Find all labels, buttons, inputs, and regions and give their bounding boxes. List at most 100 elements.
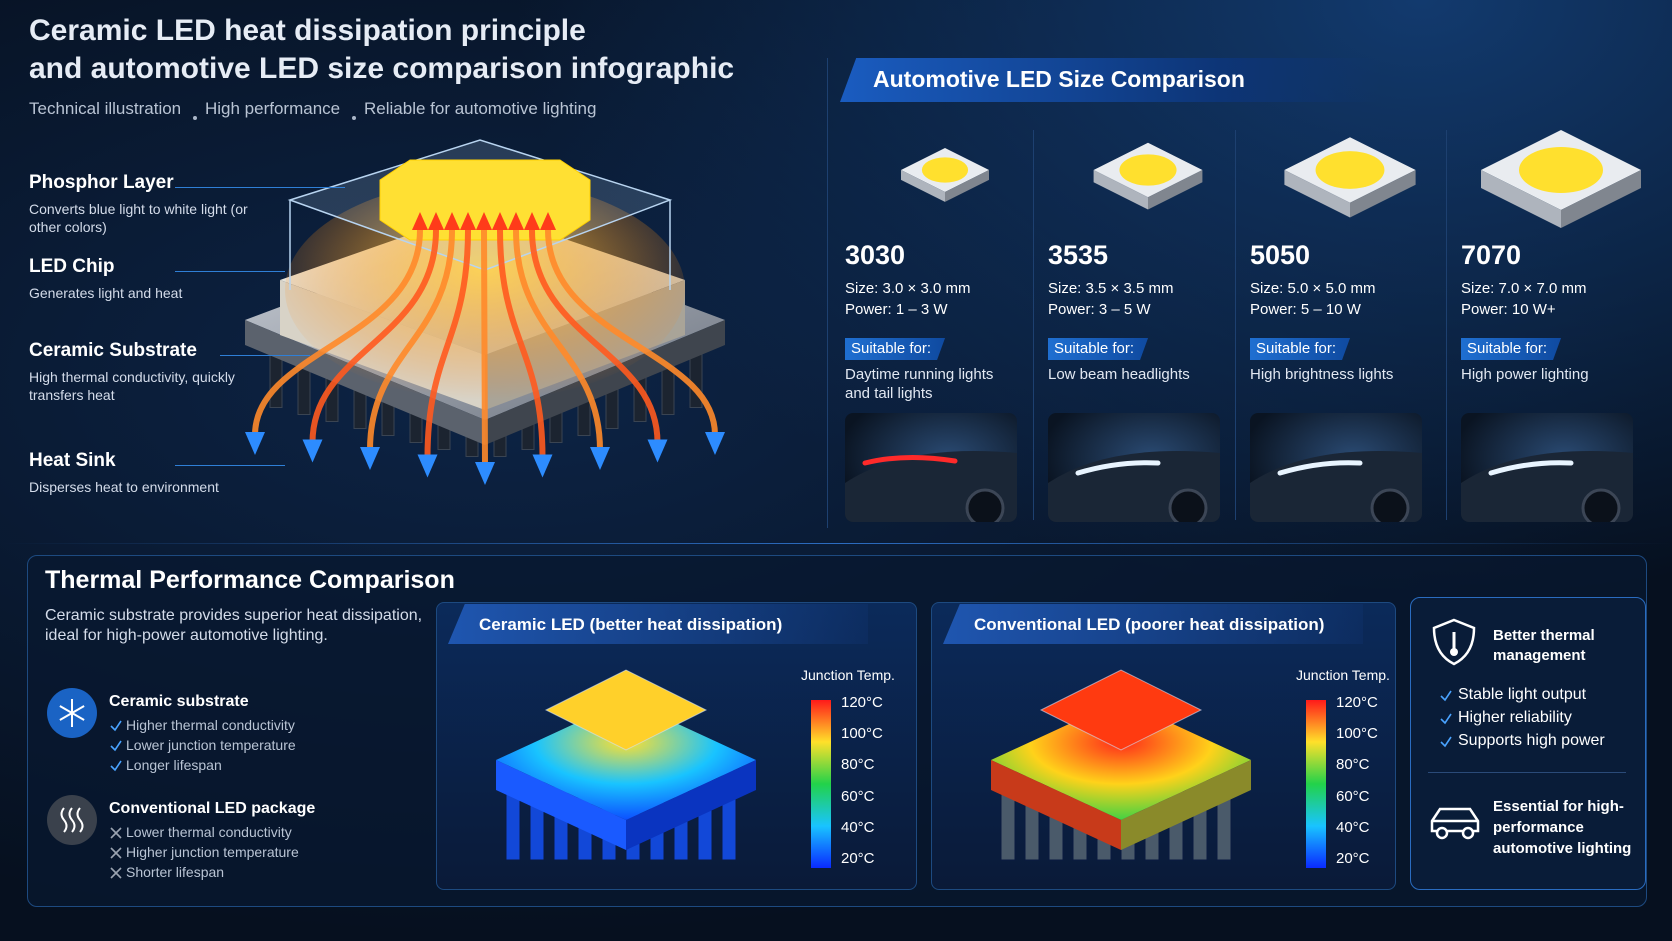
led-use: High brightness lights <box>1250 366 1394 383</box>
benefit-point: Higher reliability <box>1458 709 1572 726</box>
check-icon <box>1440 690 1452 702</box>
path-shape <box>424 229 471 458</box>
scale-label: 100°C <box>1336 725 1378 743</box>
path-shape <box>513 229 603 451</box>
polygon-shape <box>245 320 485 445</box>
substrate-point: Higher thermal conductivity <box>126 717 295 733</box>
polygon-shape <box>492 212 508 230</box>
substrate-point: Shorter lifespan <box>126 864 225 880</box>
path-shape <box>545 229 718 436</box>
circle-shape <box>1435 826 1449 840</box>
benefit-point: Supports high power <box>1458 732 1605 749</box>
check-icon <box>1440 713 1452 725</box>
benefit-point: Stable light output <box>1458 686 1587 703</box>
heatmap-led <box>496 669 756 861</box>
title-line-2: and automotive LED size comparison infog… <box>29 52 735 85</box>
circle-shape <box>1370 488 1410 522</box>
leader-line <box>175 271 285 272</box>
polygon-shape <box>1039 669 1203 751</box>
polygon-shape <box>524 212 540 230</box>
polygon-shape <box>1121 760 1251 850</box>
leader-line <box>175 465 285 466</box>
svg-shape <box>1250 451 1422 522</box>
car-photo <box>1461 413 1633 522</box>
polygon-shape <box>1350 170 1416 218</box>
led-code: 7070 <box>1461 240 1522 270</box>
benefits-footer: Essential for high-performance automotiv… <box>1493 798 1632 857</box>
scale-label: 80°C <box>1336 756 1370 774</box>
path-shape <box>110 847 122 859</box>
layer-desc: High thermal conductivity, quickly trans… <box>29 369 235 403</box>
polygon-shape <box>1148 170 1203 210</box>
check-icon <box>110 720 122 732</box>
scale-title: Junction Temp. <box>1296 667 1390 683</box>
path-shape <box>76 807 84 833</box>
circle-shape <box>965 488 1005 522</box>
substrate-name: Ceramic substrate <box>109 693 249 710</box>
led-power: Power: 5 – 10 W <box>1250 301 1361 318</box>
check-icon <box>110 760 122 772</box>
led-size: Size: 5.0 × 5.0 mm <box>1250 280 1376 297</box>
layer-desc: Disperses heat to environment <box>29 479 219 495</box>
scale-label: 60°C <box>841 787 875 805</box>
car-photo <box>1048 413 1220 522</box>
scale-label: 40°C <box>1336 818 1370 836</box>
leader-line <box>220 355 310 356</box>
polygon-shape <box>485 320 725 445</box>
panel-title: Ceramic LED (better heat dissipation) <box>479 615 783 634</box>
car-icon <box>1430 807 1480 840</box>
suitable-badge: Suitable for: <box>1461 338 1562 360</box>
polygon-shape <box>460 212 476 230</box>
leader-line <box>175 187 345 188</box>
led-package <box>901 148 989 202</box>
scale-title: Junction Temp. <box>801 667 895 683</box>
polygon-shape <box>428 212 444 230</box>
substrate-point: Lower junction temperature <box>126 737 296 753</box>
path-shape <box>252 229 423 436</box>
circle-shape <box>1581 488 1621 522</box>
polygon-shape <box>302 439 323 463</box>
led-power: Power: 10 W+ <box>1461 301 1556 318</box>
path-shape <box>862 454 958 466</box>
layer-name: LED Chip <box>29 256 115 277</box>
led-power: Power: 3 – 5 W <box>1048 301 1151 318</box>
polygon-shape <box>1561 170 1641 228</box>
polygon-shape <box>647 439 668 463</box>
scale-label: 100°C <box>841 725 883 743</box>
scale-label: 80°C <box>841 756 875 774</box>
path-shape <box>1430 807 1480 833</box>
scale-label: 20°C <box>1336 850 1370 867</box>
g-shape <box>245 212 725 485</box>
polygon-shape <box>360 447 380 470</box>
layer-name: Heat Sink <box>29 450 116 471</box>
rect-shape <box>1306 700 1326 868</box>
column-divider <box>1235 130 1236 520</box>
heatmap-led <box>991 669 1251 861</box>
check-icon <box>110 740 122 752</box>
polygon-shape <box>1481 170 1561 228</box>
polygon-shape <box>444 212 460 230</box>
thermal-title: Thermal Performance Comparison <box>45 566 455 594</box>
layer-name: Ceramic Substrate <box>29 340 197 361</box>
path-shape <box>1440 736 1452 748</box>
polygon-shape <box>476 212 492 230</box>
layer-name: Phosphor Layer <box>29 172 174 193</box>
panel-title-bar <box>448 604 868 644</box>
path-shape <box>309 229 439 443</box>
substrate-point: Higher junction temperature <box>126 844 299 860</box>
path-shape <box>110 740 122 752</box>
led-use: High power lighting <box>1461 366 1589 383</box>
shield-icon <box>1432 618 1476 666</box>
polygon-shape <box>590 447 610 470</box>
divider <box>0 543 1672 544</box>
scale-label: 60°C <box>1336 787 1370 805</box>
polygon-shape <box>508 212 524 230</box>
layer-desc: Generates light and heat <box>29 285 183 301</box>
panel-title-bar <box>943 604 1363 644</box>
led-code: 3535 <box>1048 240 1109 270</box>
path-shape <box>1440 713 1452 725</box>
led-use: Low beam headlights <box>1048 366 1190 383</box>
column-divider <box>1446 130 1447 520</box>
polygon-shape <box>475 462 495 485</box>
